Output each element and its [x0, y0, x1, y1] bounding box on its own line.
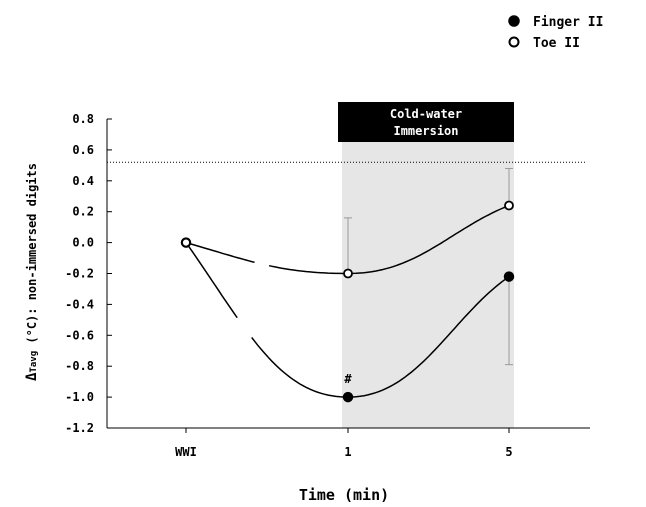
- x-tick-label: 1: [344, 445, 351, 459]
- y-tick-label: 0.6: [72, 143, 94, 157]
- series-points: [180, 200, 515, 403]
- banner-box: [338, 102, 514, 142]
- y-axis-title-rest: (°C): non-immersed digits: [25, 163, 39, 351]
- series-line-toe-ii: [268, 264, 348, 275]
- y-axis-title-delta: Δ: [24, 372, 40, 381]
- banner-line-2: Immersion: [393, 124, 458, 138]
- y-tick-label: 0.0: [72, 236, 94, 250]
- series-line-finger-ii: [347, 275, 510, 398]
- x-ticks: WWI 1 5: [175, 428, 513, 459]
- series-line-finger-ii: [185, 242, 238, 319]
- y-axis-title-sub: Tavg: [29, 351, 39, 373]
- data-point-toe-ii: [343, 268, 353, 279]
- data-point-finger-ii: [342, 391, 354, 403]
- y-tick-label: 0.8: [72, 112, 94, 126]
- data-point-toe-ii: [181, 237, 191, 248]
- legend-label-toe-ii: Toe II: [533, 36, 580, 51]
- y-ticks: 0.8 0.6 0.4 0.2 0.0 -0.2 -0.4 -0.6 -0.8 -1.0 -1.2: [65, 112, 112, 435]
- banner-line-1: Cold-water: [390, 107, 462, 121]
- x-tick-label: 5: [505, 445, 512, 459]
- x-tick-label: WWI: [175, 445, 197, 459]
- legend-marker-finger-ii: [508, 15, 520, 27]
- y-tick-label: -1.2: [65, 421, 94, 435]
- data-point-toe-ii: [504, 200, 514, 211]
- shaded-region: [342, 142, 514, 428]
- x-axis-title: Time (min): [299, 486, 389, 504]
- y-tick-label: -0.2: [65, 267, 94, 281]
- y-axis-title: ΔTavg (°C): non-immersed digits: [24, 163, 40, 381]
- y-tick-label: 0.4: [72, 174, 94, 188]
- y-tick-label: 0.2: [72, 205, 94, 219]
- series-line-toe-ii: [185, 241, 255, 264]
- y-tick-label: -0.8: [65, 359, 94, 373]
- series-curves: [185, 204, 510, 398]
- y-tick-label: -0.6: [65, 328, 94, 342]
- legend-marker-toe-ii: [508, 36, 520, 48]
- series-line-toe-ii: [347, 204, 510, 275]
- legend-label-finger-ii: Finger II: [533, 15, 603, 30]
- y-tick-label: -0.4: [65, 297, 94, 311]
- significance-marker: #: [344, 372, 352, 386]
- y-tick-label: -1.0: [65, 390, 94, 404]
- data-point-finger-ii: [503, 271, 515, 282]
- series-line-finger-ii: [251, 337, 349, 398]
